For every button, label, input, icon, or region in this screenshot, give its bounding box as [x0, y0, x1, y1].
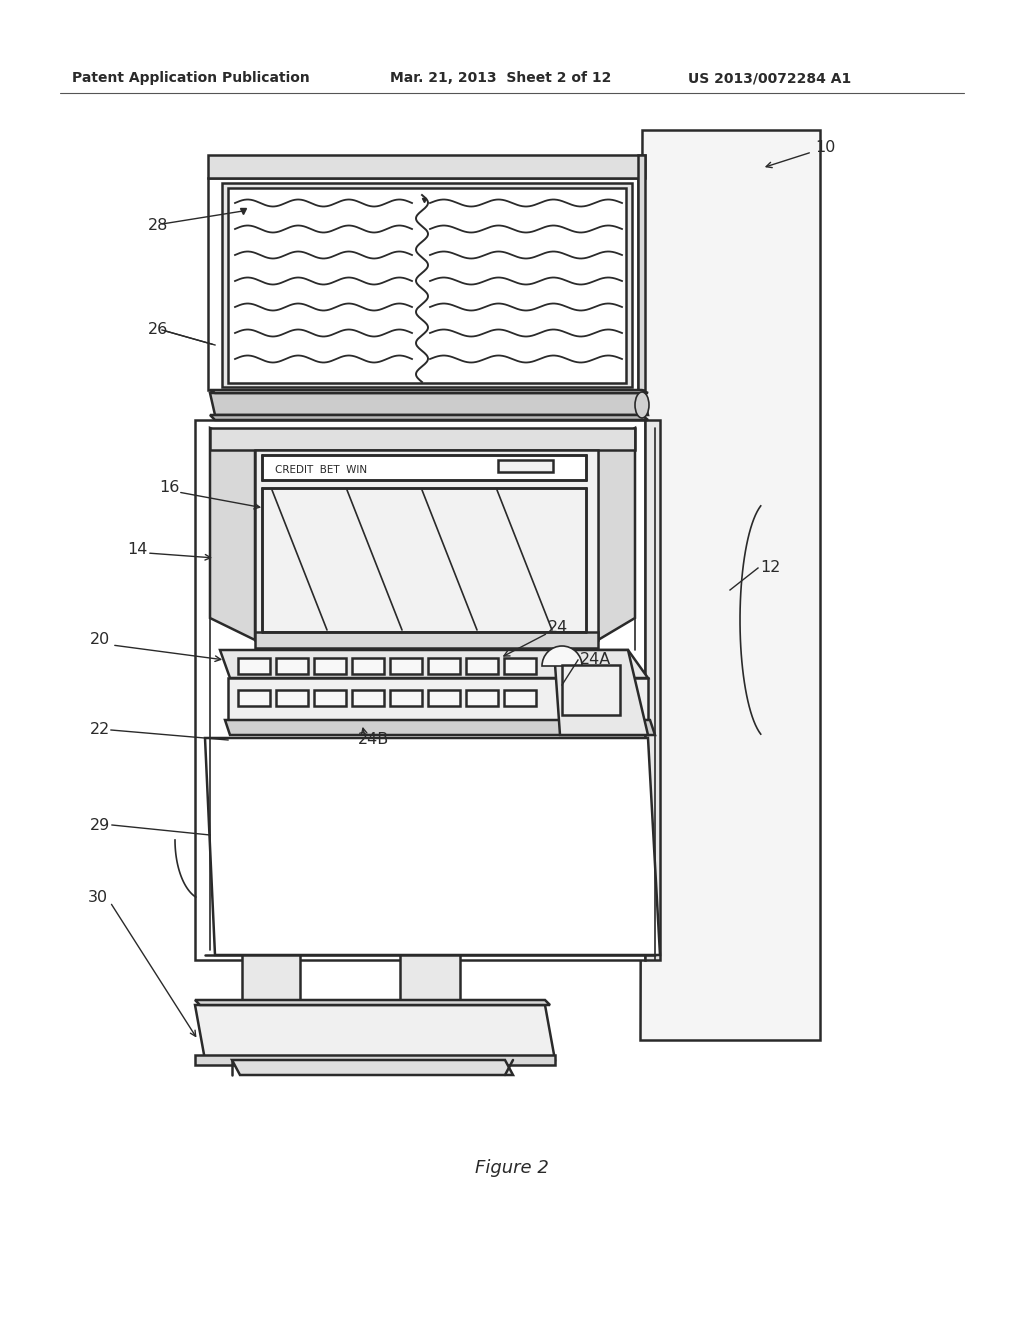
- Ellipse shape: [635, 392, 649, 418]
- Polygon shape: [554, 649, 648, 735]
- Text: 24B: 24B: [358, 733, 389, 747]
- Polygon shape: [195, 1055, 555, 1065]
- Text: Figure 2: Figure 2: [475, 1159, 549, 1177]
- Text: 10: 10: [815, 140, 836, 156]
- Bar: [428, 690, 460, 706]
- Text: Patent Application Publication: Patent Application Publication: [72, 71, 309, 84]
- Polygon shape: [225, 719, 655, 735]
- Bar: [314, 690, 346, 706]
- Text: 12: 12: [760, 561, 780, 576]
- Text: 26: 26: [148, 322, 168, 338]
- Polygon shape: [210, 428, 255, 640]
- Text: 20: 20: [90, 632, 110, 648]
- Polygon shape: [262, 455, 586, 480]
- Bar: [504, 690, 536, 706]
- Text: 29: 29: [90, 817, 110, 833]
- Polygon shape: [210, 389, 648, 393]
- Text: 16: 16: [160, 480, 180, 495]
- Polygon shape: [195, 420, 645, 960]
- Bar: [352, 690, 384, 706]
- Bar: [390, 657, 422, 675]
- Polygon shape: [262, 488, 586, 632]
- Text: 28: 28: [148, 218, 168, 232]
- Polygon shape: [640, 129, 820, 1040]
- Bar: [428, 657, 460, 675]
- Bar: [498, 459, 553, 473]
- Polygon shape: [210, 393, 648, 414]
- Bar: [466, 690, 498, 706]
- Bar: [314, 657, 346, 675]
- Polygon shape: [222, 183, 632, 387]
- Wedge shape: [542, 645, 582, 667]
- Bar: [352, 657, 384, 675]
- Text: 30: 30: [88, 891, 108, 906]
- Bar: [562, 665, 620, 715]
- Bar: [276, 690, 308, 706]
- Text: 22: 22: [90, 722, 110, 738]
- Polygon shape: [255, 632, 598, 648]
- Polygon shape: [205, 738, 660, 954]
- Text: Mar. 21, 2013  Sheet 2 of 12: Mar. 21, 2013 Sheet 2 of 12: [390, 71, 611, 84]
- Polygon shape: [638, 154, 645, 389]
- Text: 24: 24: [548, 620, 568, 635]
- Polygon shape: [598, 428, 635, 640]
- Polygon shape: [645, 420, 660, 960]
- Bar: [276, 657, 308, 675]
- Text: 24A: 24A: [580, 652, 611, 668]
- Text: CREDIT  BET  WIN: CREDIT BET WIN: [275, 465, 368, 475]
- Polygon shape: [232, 1060, 513, 1074]
- Polygon shape: [195, 1005, 555, 1060]
- Bar: [238, 690, 270, 706]
- Polygon shape: [210, 414, 648, 420]
- Bar: [238, 657, 270, 675]
- Bar: [466, 657, 498, 675]
- Bar: [390, 690, 422, 706]
- Text: 14: 14: [128, 543, 148, 557]
- Polygon shape: [220, 649, 648, 678]
- Text: US 2013/0072284 A1: US 2013/0072284 A1: [688, 71, 851, 84]
- Polygon shape: [228, 678, 648, 719]
- Polygon shape: [210, 428, 635, 450]
- Bar: [504, 657, 536, 675]
- Polygon shape: [228, 187, 626, 383]
- Polygon shape: [195, 1001, 550, 1005]
- Polygon shape: [208, 178, 638, 389]
- Polygon shape: [400, 954, 460, 1005]
- Polygon shape: [255, 450, 598, 640]
- Polygon shape: [242, 954, 300, 1005]
- Polygon shape: [208, 154, 645, 178]
